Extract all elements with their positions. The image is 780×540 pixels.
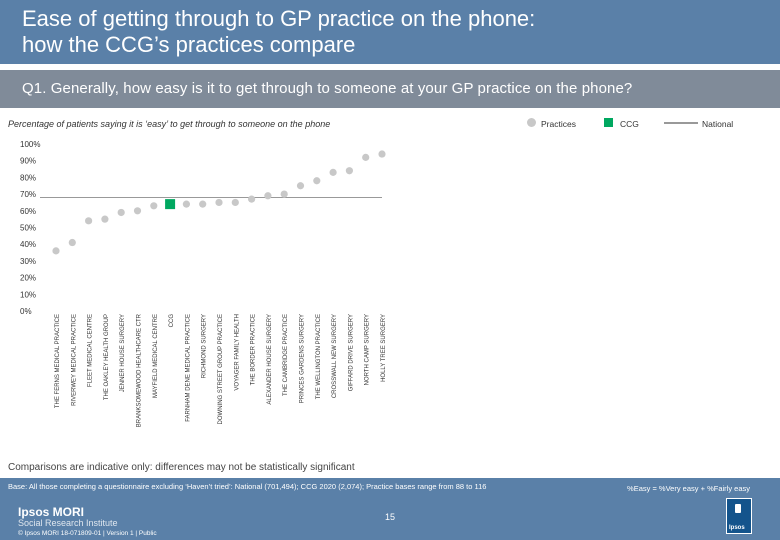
x-tick-label: THE OAKLEY HEALTH GROUP [104,314,110,400]
x-tick-label: THE BORDER PRACTICE [251,314,257,385]
y-tick-label: 0% [20,307,32,316]
y-tick-label: 50% [20,224,36,233]
x-tick-label: CCG [169,314,175,328]
practice-point [215,198,223,207]
y-tick-label: 20% [20,274,36,283]
y-tick-label: 10% [20,290,36,299]
y-tick-label: 40% [20,240,36,249]
practice-point [68,238,76,247]
y-tick-label: 80% [20,173,36,182]
question-bar: Q1. Generally, how easy is it to get thr… [0,70,780,108]
y-tick-label: 70% [20,190,36,199]
x-tick-label: JENNER HOUSE SURGERY [120,314,126,392]
legend-national-label: National [702,119,734,129]
ccg-point [165,199,176,210]
y-tick-label: 100% [20,140,40,149]
x-tick-label: ALEXANDER HOUSE SURGERY [267,314,273,405]
practice-point [231,198,239,207]
x-tick-label: HOLLY TREE SURGERY [381,314,387,382]
footer-bar: Base: All those completing a questionnai… [0,478,780,540]
page-number: 15 [385,512,396,522]
practice-point [117,208,125,217]
x-tick-label: THE WELLINGTON PRACTICE [316,314,322,399]
legend-national-line [664,122,698,124]
practice-point [199,200,207,208]
y-tick-label: 30% [20,257,36,266]
header-bar: Ease of getting through to GP practice o… [0,0,780,64]
practice-point [296,182,305,190]
x-tick-label: RIVERWEY MEDICAL PRACTICE [71,314,77,406]
x-tick-label: NORTH CAMP SURGERY [365,314,371,385]
practice-point [329,168,337,176]
brand-subtitle: Social Research Institute [18,518,118,528]
practice-point [150,202,158,210]
x-tick-label: THE CAMBRIDGE PRACTICE [283,314,289,396]
logo-mark-icon [735,504,741,513]
legend-ccg-label: CCG [620,119,639,129]
y-tick-label: 90% [20,157,36,166]
x-tick-label: RICHMOND SURGERY [202,314,208,378]
logo-text: Ipsos [729,525,745,531]
x-tick-label: VOYAGER FAMILY HEALTH [234,314,240,391]
x-tick-label: FARNHAM DENE MEDICAL PRACTICE [185,314,191,422]
practice-comparison-chart: 0% 10% 20% 30% 40% 50% 60% 70% 80% 90% 100% THE FER… [20,140,387,427]
ipsos-logo: Ipsos [726,498,752,534]
practice-point [133,207,142,215]
practice-point [362,153,370,161]
base-note: Base: All those completing a questionnai… [8,482,487,491]
legend-ccg-marker [604,118,613,127]
x-tick-label: THE FERNS MEDICAL PRACTICE [55,314,61,408]
x-tick-label: DOWNING STREET GROUP PRACTICE [218,314,224,424]
practice-point [345,167,353,175]
page-title-line2: how the CCG’s practices compare [22,32,356,57]
copyright-text: © Ipsos MORI 18-071809-01 | Version 1 | … [18,530,157,537]
legend-practices-marker [527,118,536,127]
y-tick-label: 60% [20,207,36,216]
practice-point [85,217,93,225]
question-text: Q1. Generally, how easy is it to get thr… [22,80,633,97]
practice-point [280,190,288,198]
easy-definition: %Easy = %Very easy + %Fairly easy [627,484,750,493]
practice-point [378,150,386,158]
practice-point [182,200,190,208]
practice-point [52,247,60,255]
legend-practices-label: Practices [541,119,576,129]
brand-name: Ipsos MORI [18,505,85,519]
x-tick-label: GIFFARD DRIVE SURGERY [348,314,354,391]
chart-caption: Percentage of patients saying it is ‘eas… [8,119,331,129]
x-tick-label: PRINCES GARDENS SURGERY [300,314,306,403]
page-title: Ease of getting through to GP practice o… [22,6,535,58]
practice-point [313,177,321,185]
x-tick-label: FLEET MEDICAL CENTRE [88,314,94,387]
practice-point [101,215,109,223]
significance-notice: Comparisons are indicative only: differe… [8,462,355,473]
x-tick-label: CROSSWALL NEW SURGERY [332,314,338,398]
x-tick-label: MAYFIELD MEDICAL CENTRE [153,314,159,398]
x-tick-label: BRANKSOMEWOOD HEALTHCARE CTR [137,313,143,427]
practice-point [264,192,272,200]
practice-point [248,195,256,203]
chart-legend: Practices CCG National [0,116,780,132]
page-title-line1: Ease of getting through to GP practice o… [22,6,536,31]
